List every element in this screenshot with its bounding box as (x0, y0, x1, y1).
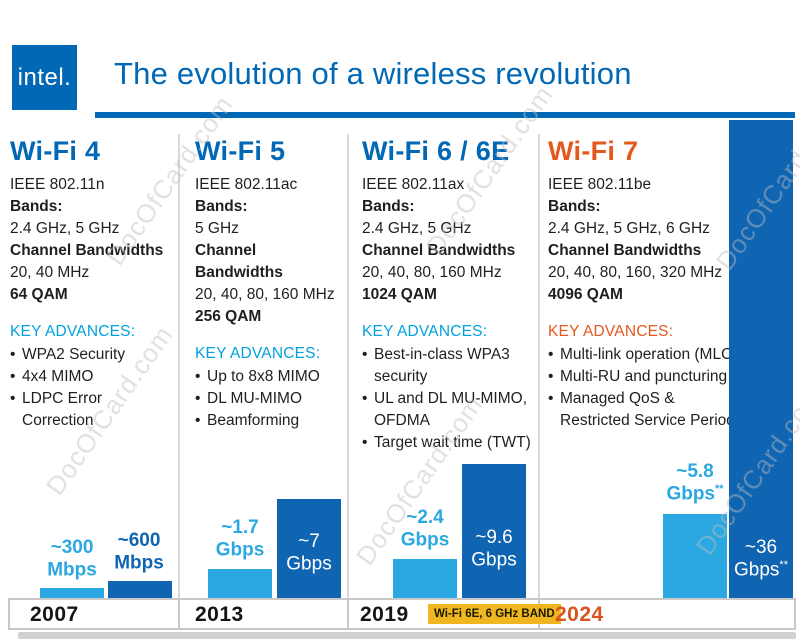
wifi4-title: Wi-Fi 4 (10, 136, 101, 166)
bandwidth-label: Channel Bandwidths (10, 242, 164, 260)
wifi4-max-rate-bar (108, 581, 172, 598)
column-divider (538, 134, 540, 598)
wifi6-bandwidths: 20, 40, 80, 160 MHz (362, 264, 502, 282)
bands-label: Bands: (548, 198, 601, 216)
wifi5-bands: 5 GHz (195, 220, 239, 238)
advance-item: LDPC Error Correction (10, 388, 176, 432)
advance-item: UL and DL MU-MIMO, OFDMA (362, 388, 535, 432)
wifi5-typical-rate-bar (208, 569, 272, 598)
bandwidth-label: Channel Bandwidths (195, 242, 283, 282)
key-advances-label: KEY ADVANCES: (10, 323, 136, 341)
advance-item: Beamforming (195, 410, 347, 432)
key-advances-label: KEY ADVANCES: (548, 323, 674, 341)
intel-logo-text: intel. (17, 63, 72, 91)
wifi5-bandwidths: 20, 40, 80, 160 MHz (195, 286, 335, 304)
bandwidth-label: Channel Bandwidths (362, 242, 516, 260)
wifi6-qam: 1024 QAM (362, 286, 437, 304)
wifi7-max-rate-label: ~36 Gbps** (734, 536, 788, 581)
wifi7-typical-rate-label: ~5.8 Gbps** (666, 460, 724, 505)
advance-item: Target wait time (TWT) (362, 432, 535, 454)
wifi4-bands: 2.4 GHz, 5 GHz (10, 220, 120, 238)
bands-label: Bands: (362, 198, 415, 216)
key-advances-label: KEY ADVANCES: (362, 323, 488, 341)
wifi6-title: Wi-Fi 6 / 6E (362, 136, 510, 166)
wifi4-bandwidths: 20, 40 MHz (10, 264, 90, 282)
wifi6-advances: Best-in-class WPA3 security UL and DL MU… (362, 344, 535, 454)
wifi5-qam: 256 QAM (195, 308, 262, 326)
wifi7-standard: IEEE 802.11be (548, 176, 652, 194)
column-divider (347, 134, 349, 598)
wifi6e-band-badge: Wi-Fi 6E, 6 GHz BAND (428, 604, 561, 624)
wifi6-bands: 2.4 GHz, 5 GHz (362, 220, 472, 238)
wifi5-column: Wi-Fi 5 IEEE 802.11ac Bands: 5 GHz Chann… (195, 132, 347, 432)
wifi6-max-rate-label: ~9.6 Gbps (471, 526, 517, 571)
content-area: Wi-Fi 4 IEEE 802.11n Bands: 2.4 GHz, 5 G… (0, 120, 800, 598)
wifi5-max-rate-bar (277, 499, 341, 598)
wifi4-column: Wi-Fi 4 IEEE 802.11n Bands: 2.4 GHz, 5 G… (10, 132, 176, 432)
advance-item: Multi-link operation (MLO) (548, 344, 744, 366)
advance-item: Best-in-class WPA3 security (362, 344, 535, 388)
wifi7-advances: Multi-link operation (MLO) Multi-RU and … (548, 344, 744, 432)
advance-item: Multi-RU and puncturing (548, 366, 744, 388)
wifi5-max-rate-label: ~7 Gbps (286, 530, 332, 575)
timeline-shadow (18, 632, 796, 639)
wifi7-bands: 2.4 GHz, 5 GHz, 6 GHz (548, 220, 710, 238)
wifi5-advances: Up to 8x8 MIMO DL MU-MIMO Beamforming (195, 366, 347, 432)
wifi6-typical-rate-bar (393, 559, 457, 598)
advance-item: 4x4 MIMO (10, 366, 176, 388)
timeline-divider (178, 600, 180, 628)
wifi5-standard: IEEE 802.11ac (195, 176, 298, 194)
wifi4-advances: WPA2 Security 4x4 MIMO LDPC Error Correc… (10, 344, 176, 432)
wifi5-typical-rate-label: ~1.7 Gbps (215, 516, 265, 561)
wifi7-max-rate-bar (729, 120, 793, 598)
wifi7-column: Wi-Fi 7 IEEE 802.11be Bands: 2.4 GHz, 5 … (548, 132, 744, 432)
wifi6-year: 2019 (360, 603, 409, 626)
wifi7-qam: 4096 QAM (548, 286, 623, 304)
advance-item: Managed QoS & Restricted Service Periods (548, 388, 744, 432)
wifi7-year: 2024 (555, 603, 604, 626)
wifi5-title: Wi-Fi 5 (195, 136, 286, 166)
wifi6-typical-rate-label: ~2.4 Gbps (400, 506, 450, 551)
column-divider (178, 134, 180, 598)
advance-item: DL MU-MIMO (195, 388, 347, 410)
wifi4-typical-rate-label: ~300 Mbps (47, 536, 97, 581)
bands-label: Bands: (10, 198, 63, 216)
wifi7-typical-rate-bar (663, 514, 727, 598)
wifi4-typical-rate-bar (40, 588, 104, 598)
wifi7-title: Wi-Fi 7 (548, 136, 639, 166)
bands-label: Bands: (195, 198, 248, 216)
wifi4-standard: IEEE 802.11n (10, 176, 105, 194)
timeline-divider (347, 600, 349, 628)
wifi6-standard: IEEE 802.11ax (362, 176, 465, 194)
wifi6-column: Wi-Fi 6 / 6E IEEE 802.11ax Bands: 2.4 GH… (362, 132, 535, 454)
wifi5-year: 2013 (195, 603, 244, 626)
page-title: The evolution of a wireless revolution (114, 56, 632, 91)
key-advances-label: KEY ADVANCES: (195, 345, 321, 363)
wifi4-year: 2007 (30, 603, 79, 626)
intel-logo: intel. (12, 45, 77, 110)
wifi7-bandwidths: 20, 40, 80, 160, 320 MHz (548, 264, 723, 282)
advance-item: Up to 8x8 MIMO (195, 366, 347, 388)
advance-item: WPA2 Security (10, 344, 176, 366)
bandwidth-label: Channel Bandwidths (548, 242, 702, 260)
wifi4-qam: 64 QAM (10, 286, 68, 304)
header-rule (95, 112, 795, 118)
wifi6-max-rate-bar (462, 464, 526, 598)
timeline-band: 2007 2013 2019 Wi-Fi 6E, 6 GHz BAND 2024 (8, 598, 796, 630)
wifi4-max-rate-label: ~600 Mbps (114, 529, 164, 574)
